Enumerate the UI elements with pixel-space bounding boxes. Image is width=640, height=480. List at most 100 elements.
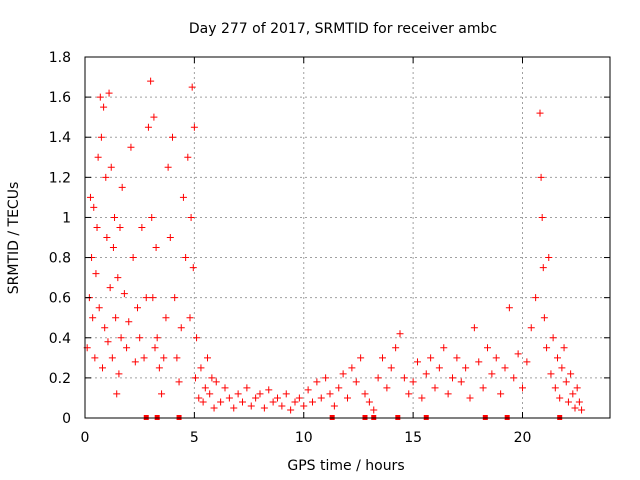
data-point xyxy=(475,358,483,366)
data-point xyxy=(537,173,545,181)
data-point xyxy=(560,344,568,352)
data-point xyxy=(422,370,430,378)
y-tick-label: 1 xyxy=(62,210,71,226)
data-point xyxy=(365,398,373,406)
data-point xyxy=(523,358,531,366)
data-point xyxy=(92,270,100,278)
data-point xyxy=(151,344,159,352)
data-point xyxy=(160,354,168,362)
data-point xyxy=(427,354,435,362)
data-point xyxy=(86,193,94,201)
data-point xyxy=(107,163,115,171)
data-point xyxy=(129,254,137,262)
data-point xyxy=(326,390,334,398)
data-point xyxy=(304,386,312,394)
data-point xyxy=(335,384,343,392)
data-point xyxy=(339,370,347,378)
y-tick-label: 0.4 xyxy=(49,331,71,347)
y-tick-label: 1.2 xyxy=(49,170,71,186)
data-point xyxy=(505,304,513,312)
data-point xyxy=(212,378,220,386)
data-point xyxy=(431,384,439,392)
data-point xyxy=(112,314,120,322)
data-point xyxy=(120,290,128,298)
data-point xyxy=(217,398,225,406)
data-point xyxy=(136,334,144,342)
data-point xyxy=(91,354,99,362)
data-point xyxy=(291,398,299,406)
data-point xyxy=(140,354,148,362)
data-point xyxy=(545,254,553,262)
data-point xyxy=(387,364,395,372)
data-point xyxy=(352,378,360,386)
data-point xyxy=(383,384,391,392)
data-point xyxy=(179,193,187,201)
data-point xyxy=(497,390,505,398)
data-point xyxy=(104,338,112,346)
data-point xyxy=(392,344,400,352)
data-point xyxy=(287,406,295,414)
data-point xyxy=(519,384,526,392)
data-point xyxy=(90,203,98,211)
data-point xyxy=(193,334,201,342)
y-tick-labels: 0 0.2 0.4 0.6 0.8 1 1.2 1.4 1.6 1.8 xyxy=(49,50,71,427)
data-point xyxy=(313,378,321,386)
data-point xyxy=(191,374,199,382)
data-point xyxy=(204,354,211,362)
y-tick-label: 0 xyxy=(62,411,71,427)
data-point xyxy=(269,398,277,406)
data-point xyxy=(153,334,161,342)
data-point xyxy=(144,123,152,131)
data-point xyxy=(400,374,408,382)
data-point xyxy=(449,374,456,382)
data-point xyxy=(562,378,570,386)
data-point xyxy=(418,394,426,402)
data-point xyxy=(300,402,308,410)
data-point xyxy=(95,304,103,312)
data-point xyxy=(409,378,417,386)
data-point xyxy=(89,314,97,322)
data-point xyxy=(189,264,197,272)
y-tick-label: 1.4 xyxy=(49,130,71,146)
data-point xyxy=(547,370,555,378)
data-point xyxy=(169,133,176,141)
data-point xyxy=(197,364,205,372)
data-point xyxy=(188,83,196,91)
data-point xyxy=(142,294,150,302)
data-point xyxy=(94,153,102,161)
data-point xyxy=(118,183,126,191)
data-point xyxy=(243,384,251,392)
data-point xyxy=(171,294,179,302)
data-point xyxy=(484,344,491,352)
data-point xyxy=(187,213,195,221)
data-point xyxy=(162,314,170,322)
data-point xyxy=(488,370,496,378)
data-point xyxy=(106,284,114,292)
data-point xyxy=(396,330,404,338)
data-point xyxy=(113,390,121,398)
data-point xyxy=(134,304,141,312)
data-point xyxy=(131,358,139,366)
data-point xyxy=(501,364,509,372)
data-point xyxy=(234,390,242,398)
data-point xyxy=(148,213,156,221)
data-point xyxy=(405,390,413,398)
data-point xyxy=(370,406,378,414)
data-point xyxy=(527,324,535,332)
data-point xyxy=(348,364,356,372)
data-point xyxy=(309,398,316,406)
data-point xyxy=(361,390,369,398)
data-point xyxy=(115,370,123,378)
y-axis-label: SRMTID / TECUs xyxy=(6,182,22,295)
y-tick-label: 0.8 xyxy=(49,251,71,267)
data-point xyxy=(549,334,557,342)
data-point xyxy=(374,374,382,382)
data-point xyxy=(221,384,229,392)
data-point xyxy=(479,384,487,392)
data-point xyxy=(564,398,572,406)
data-point xyxy=(117,334,125,342)
data-point xyxy=(100,103,108,111)
data-point xyxy=(152,244,160,252)
data-point xyxy=(575,398,583,406)
